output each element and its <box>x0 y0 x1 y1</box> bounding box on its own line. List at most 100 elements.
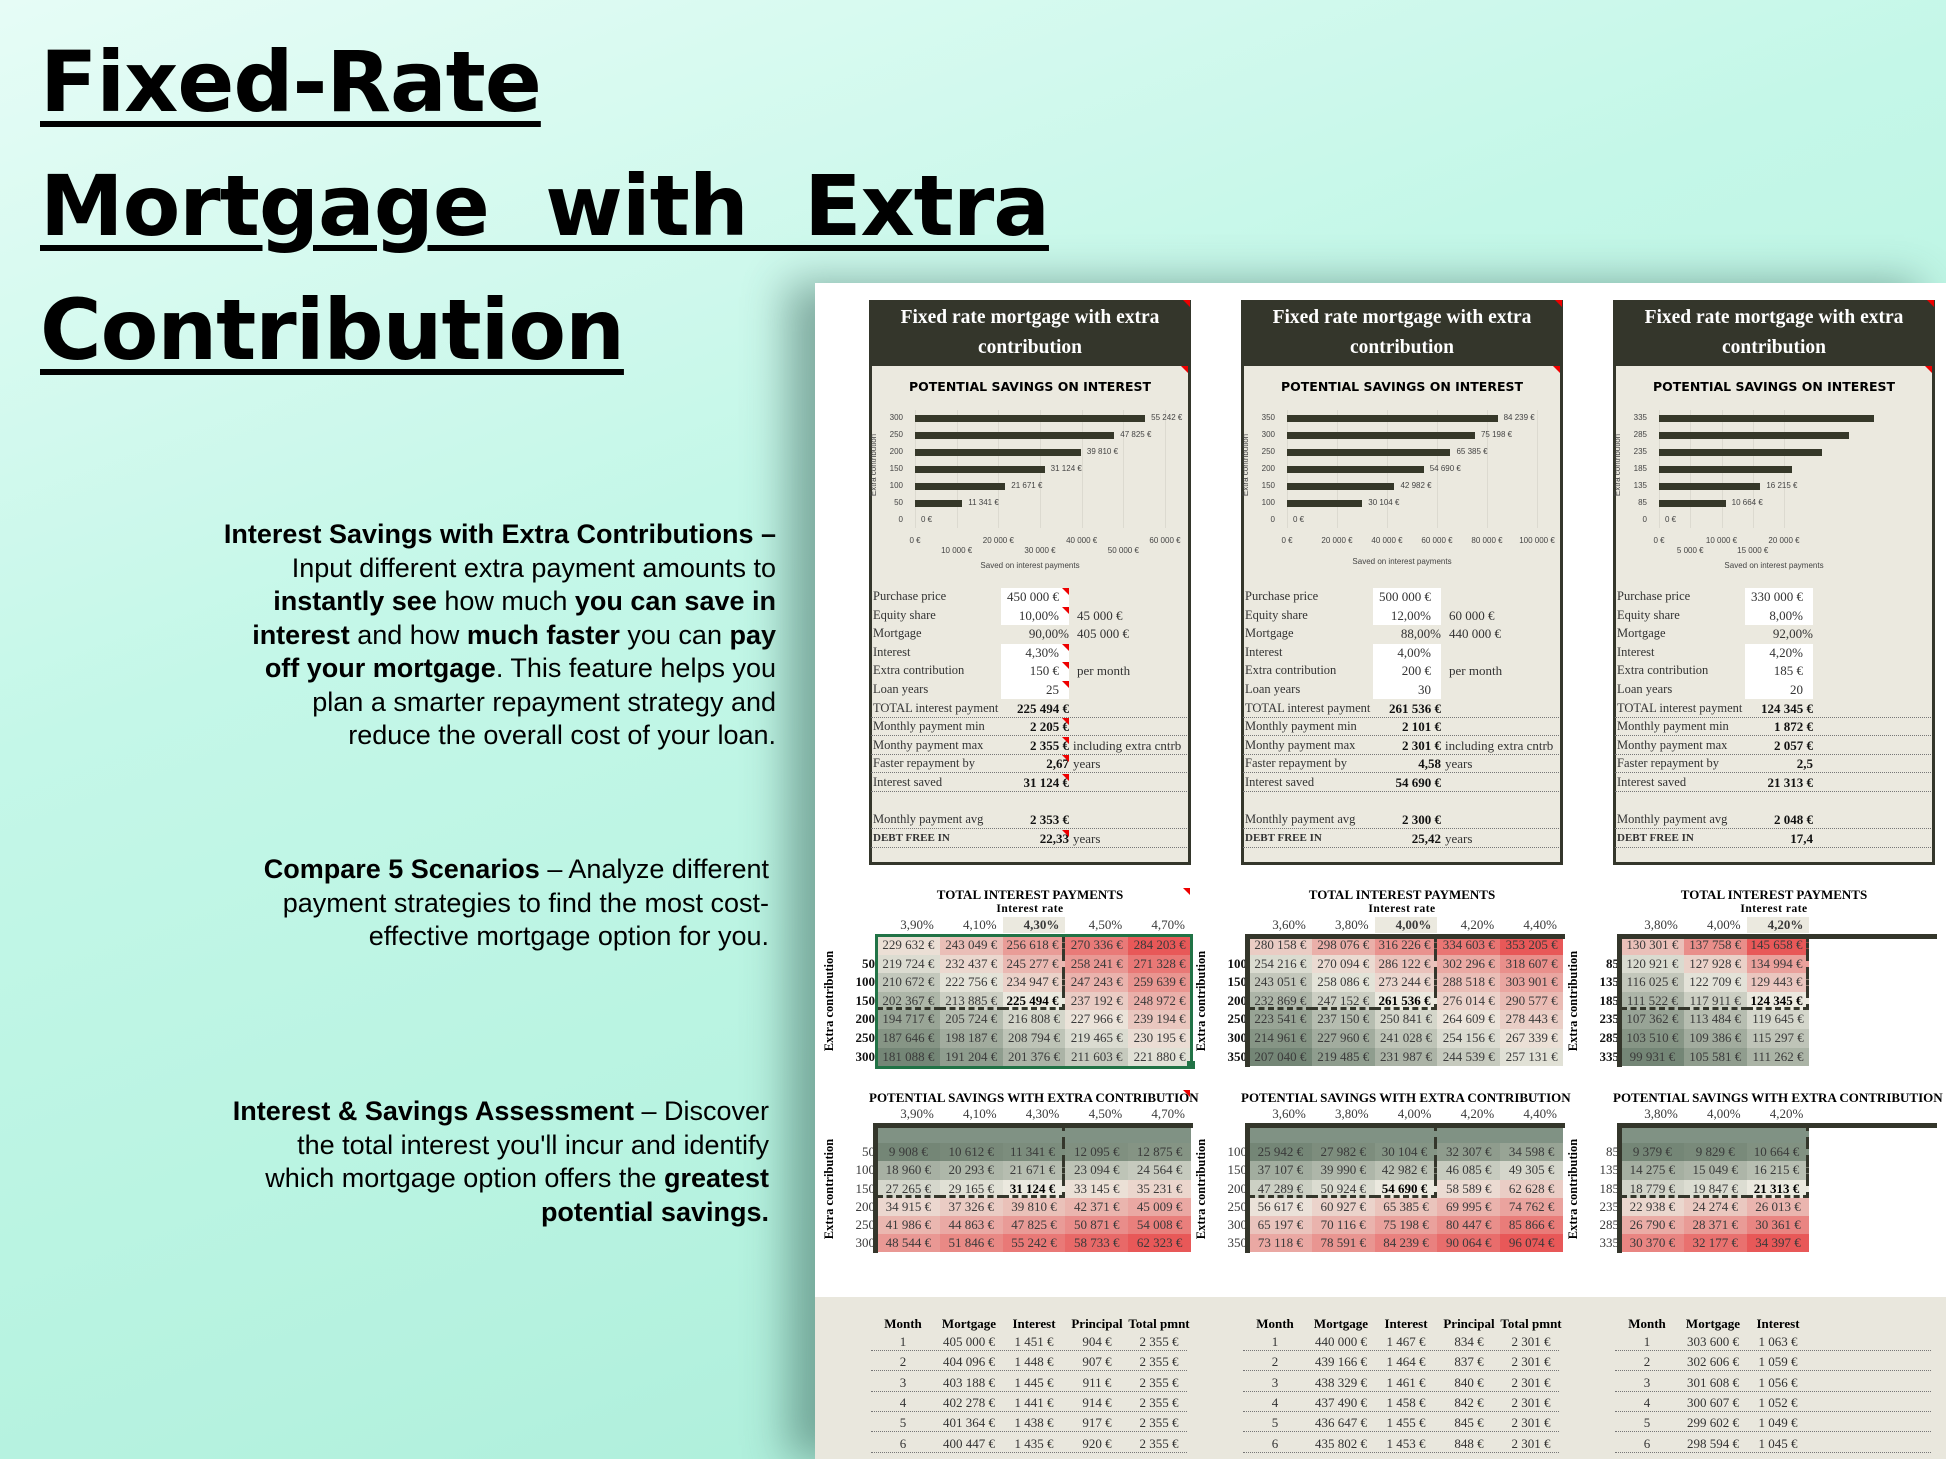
selection-handle[interactable] <box>1187 1061 1195 1070</box>
heatmap-cell[interactable]: 194 717 € <box>877 1010 940 1029</box>
input-value[interactable]: 185 € <box>1773 663 1803 679</box>
heatmap-cell[interactable]: 27 982 € <box>1311 1143 1375 1162</box>
heatmap-cell[interactable]: 119 645 € <box>1746 1010 1810 1029</box>
heatmap-cell[interactable]: 115 297 € <box>1746 1029 1810 1048</box>
input-row[interactable]: Equity share 10,00% 45 000 € <box>869 607 1191 625</box>
heatmap-cell[interactable]: 60 927 € <box>1311 1197 1375 1216</box>
heatmap-cell[interactable]: 273 244 € <box>1374 973 1438 992</box>
heatmap-cell[interactable]: 129 443 € <box>1746 973 1810 992</box>
heatmap-cell[interactable]: 234 947 € <box>1002 973 1066 992</box>
input-row[interactable]: Loan years 25 <box>869 681 1191 699</box>
heatmap-cell[interactable]: 231 987 € <box>1374 1047 1438 1067</box>
heatmap-cell[interactable]: 303 901 € <box>1500 973 1563 992</box>
heatmap-cell[interactable]: 25 942 € <box>1249 1143 1312 1162</box>
heatmap-cell[interactable]: 334 603 € <box>1437 936 1501 955</box>
heatmap-cell[interactable]: 16 215 € <box>1746 1161 1810 1180</box>
heatmap-cell[interactable]: 286 122 € <box>1374 954 1438 974</box>
heatmap-cell[interactable]: 288 518 € <box>1437 973 1501 992</box>
heatmap-cell[interactable]: 223 541 € <box>1249 1010 1312 1029</box>
heatmap-cell[interactable]: 270 094 € <box>1311 954 1375 974</box>
heatmap-cell[interactable]: 353 205 € <box>1500 936 1563 955</box>
heatmap-cell[interactable]: 248 972 € <box>1128 991 1191 1011</box>
heatmap-cell[interactable]: 74 762 € <box>1500 1197 1563 1216</box>
heatmap-cell[interactable]: 21 671 € <box>1002 1161 1066 1180</box>
heatmap-cell[interactable]: 111 262 € <box>1746 1047 1810 1067</box>
heatmap-cell[interactable]: 9 379 € <box>1621 1143 1684 1162</box>
heatmap-cell[interactable]: 58 589 € <box>1437 1179 1501 1198</box>
heatmap-cell[interactable]: 54 690 € <box>1374 1179 1438 1198</box>
input-row[interactable]: Interest 4,30% <box>869 644 1191 662</box>
heatmap-cell[interactable]: 267 339 € <box>1500 1029 1563 1048</box>
input-value[interactable]: 200 € <box>1401 663 1431 679</box>
heatmap-cell[interactable]: 24 564 € <box>1128 1161 1191 1180</box>
input-row[interactable]: Loan years 20 <box>1613 681 1935 699</box>
heatmap-cell[interactable]: 105 581 € <box>1683 1047 1747 1067</box>
heatmap-cell[interactable]: 34 915 € <box>877 1197 940 1216</box>
heatmap-cell[interactable]: 55 242 € <box>1002 1234 1066 1253</box>
heatmap-cell[interactable]: 34 397 € <box>1746 1234 1810 1253</box>
input-row[interactable]: Equity share 12,00% 60 000 € <box>1241 607 1563 625</box>
heatmap-cell[interactable]: 28 371 € <box>1683 1216 1747 1235</box>
heatmap-cell[interactable]: 302 296 € <box>1437 954 1501 974</box>
input-value[interactable]: 150 € <box>1029 663 1059 679</box>
heatmap-cell[interactable]: 14 275 € <box>1621 1161 1684 1180</box>
heatmap-cell[interactable]: 44 863 € <box>939 1216 1003 1235</box>
heatmap-cell[interactable]: 270 336 € <box>1065 936 1129 955</box>
heatmap-cell[interactable]: 33 145 € <box>1065 1179 1129 1198</box>
heatmap-cell[interactable]: 243 051 € <box>1249 973 1312 992</box>
heatmap-cell[interactable]: 73 118 € <box>1249 1234 1312 1253</box>
heatmap-cell[interactable]: 85 866 € <box>1500 1216 1563 1235</box>
heatmap-cell[interactable]: 187 646 € <box>877 1029 940 1048</box>
heatmap-cell[interactable]: 30 361 € <box>1746 1216 1810 1235</box>
input-row[interactable]: Extra contribution 185 € <box>1613 662 1935 680</box>
heatmap-cell[interactable]: 49 305 € <box>1500 1161 1563 1180</box>
heatmap-cell[interactable]: 65 197 € <box>1249 1216 1312 1235</box>
heatmap-cell[interactable]: 62 323 € <box>1128 1234 1191 1253</box>
heatmap-cell[interactable]: 237 150 € <box>1311 1010 1375 1029</box>
heatmap-cell[interactable]: 208 794 € <box>1002 1029 1066 1048</box>
heatmap-cell[interactable]: 90 064 € <box>1437 1234 1501 1253</box>
heatmap-cell[interactable]: 80 447 € <box>1437 1216 1501 1235</box>
heatmap-cell[interactable]: 230 195 € <box>1128 1029 1191 1048</box>
heatmap-cell[interactable]: 124 345 € <box>1746 991 1810 1011</box>
heatmap-cell[interactable]: 214 961 € <box>1249 1029 1312 1048</box>
input-value[interactable]: 4,20% <box>1769 644 1803 660</box>
input-value[interactable]: 25 <box>1046 682 1059 697</box>
heatmap-cell[interactable]: 213 885 € <box>939 991 1003 1011</box>
heatmap-cell[interactable]: 207 040 € <box>1249 1047 1312 1067</box>
input-row[interactable]: Extra contribution 150 € per month <box>869 662 1191 680</box>
heatmap-cell[interactable]: 232 869 € <box>1249 991 1312 1011</box>
input-row[interactable]: Purchase price 500 000 € <box>1241 588 1563 606</box>
heatmap-cell[interactable]: 19 847 € <box>1683 1179 1747 1198</box>
selection-border[interactable] <box>875 934 1193 1070</box>
heatmap-cell[interactable]: 191 204 € <box>939 1047 1003 1067</box>
heatmap-cell[interactable]: 243 049 € <box>939 936 1003 955</box>
heatmap-cell[interactable]: 96 074 € <box>1500 1234 1563 1253</box>
heatmap-cell[interactable]: 54 008 € <box>1128 1216 1191 1235</box>
input-row[interactable]: Equity share 8,00% <box>1613 607 1935 625</box>
heatmap-cell[interactable]: 30 370 € <box>1621 1234 1684 1253</box>
heatmap-cell[interactable]: 56 617 € <box>1249 1197 1312 1216</box>
heatmap-cell[interactable]: 11 341 € <box>1002 1143 1066 1162</box>
heatmap-cell[interactable]: 32 307 € <box>1437 1143 1501 1162</box>
heatmap-cell[interactable]: 256 618 € <box>1002 936 1066 955</box>
heatmap-cell[interactable]: 50 924 € <box>1311 1179 1375 1198</box>
heatmap-cell[interactable]: 276 014 € <box>1437 991 1501 1011</box>
heatmap-cell[interactable]: 201 376 € <box>1002 1047 1066 1067</box>
heatmap-cell[interactable]: 280 158 € <box>1249 936 1312 955</box>
heatmap-cell[interactable]: 216 808 € <box>1002 1010 1066 1029</box>
heatmap-cell[interactable]: 50 871 € <box>1065 1216 1129 1235</box>
heatmap-cell[interactable]: 122 709 € <box>1683 973 1747 992</box>
input-value[interactable]: 10,00% <box>1018 607 1059 623</box>
heatmap-cell[interactable]: 258 241 € <box>1065 954 1129 974</box>
heatmap-cell[interactable]: 46 085 € <box>1437 1161 1501 1180</box>
input-row[interactable]: Purchase price 330 000 € <box>1613 588 1935 606</box>
heatmap-cell[interactable]: 32 177 € <box>1683 1234 1747 1253</box>
heatmap-cell[interactable]: 84 239 € <box>1374 1234 1438 1253</box>
heatmap-cell[interactable]: 222 756 € <box>939 973 1003 992</box>
heatmap-cell[interactable]: 58 733 € <box>1065 1234 1129 1253</box>
heatmap-cell[interactable]: 247 243 € <box>1065 973 1129 992</box>
heatmap-cell[interactable]: 298 076 € <box>1311 936 1375 955</box>
heatmap-cell[interactable]: 12 875 € <box>1128 1143 1191 1162</box>
heatmap-cell[interactable]: 62 628 € <box>1500 1179 1563 1198</box>
